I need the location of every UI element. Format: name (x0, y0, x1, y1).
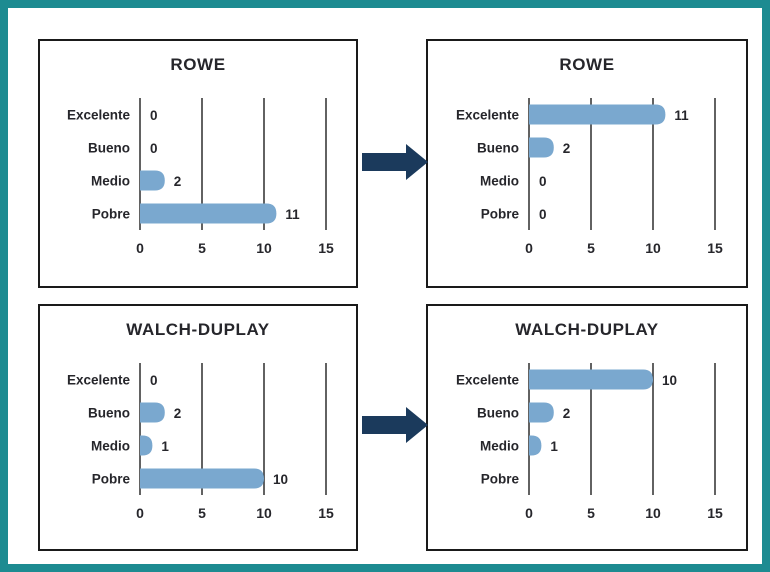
right-block-arrow-shape (362, 407, 428, 443)
chart-box-rowe-after: ROWE 0 5 10 15 Excelente 11 Bueno 2 Medio 0 Pobre 0 (426, 39, 748, 288)
svg-text:15: 15 (318, 505, 334, 521)
svg-text:Pobre: Pobre (92, 207, 131, 222)
svg-text:0: 0 (525, 505, 533, 521)
svg-text:10: 10 (273, 472, 288, 487)
svg-text:0: 0 (136, 240, 144, 256)
svg-text:15: 15 (707, 240, 723, 256)
svg-text:0: 0 (539, 207, 547, 222)
svg-text:15: 15 (707, 505, 723, 521)
bar-chart: 0 5 10 15 Excelente 0 Bueno 2 Medio 1 Pobre 10 (67, 363, 334, 521)
svg-text:10: 10 (662, 373, 677, 388)
bar-chart: 0 5 10 15 Excelente 10 Bueno 2 Medio 1 Pobre (456, 363, 723, 521)
svg-text:0: 0 (136, 505, 144, 521)
svg-text:10: 10 (256, 505, 272, 521)
svg-text:11: 11 (285, 207, 300, 222)
svg-text:10: 10 (256, 240, 272, 256)
svg-text:0: 0 (150, 108, 158, 123)
svg-text:Excelente: Excelente (67, 108, 131, 123)
svg-text:1: 1 (161, 439, 169, 454)
svg-text:Bueno: Bueno (88, 141, 130, 156)
svg-text:Excelente: Excelente (456, 108, 520, 123)
svg-text:Medio: Medio (91, 174, 130, 189)
chart-box-walch-duplay-before: WALCH-DUPLAY 0 5 10 15 Excelente 0 Bueno 2 Medio… (38, 304, 358, 551)
svg-text:2: 2 (563, 406, 571, 421)
svg-text:5: 5 (587, 505, 595, 521)
svg-text:Pobre: Pobre (481, 207, 520, 222)
right-block-arrow-icon (362, 407, 428, 443)
svg-text:Bueno: Bueno (477, 141, 519, 156)
bar-chart: 0 5 10 15 Excelente 11 Bueno 2 Medio 0 Pobre 0 (456, 98, 723, 256)
svg-text:5: 5 (587, 240, 595, 256)
svg-text:Bueno: Bueno (477, 406, 519, 421)
right-block-arrow-shape (362, 144, 428, 180)
svg-text:2: 2 (174, 174, 182, 189)
chart-title: WALCH-DUPLAY (515, 320, 659, 339)
svg-text:Excelente: Excelente (456, 373, 520, 388)
svg-text:0: 0 (525, 240, 533, 256)
svg-text:0: 0 (150, 373, 158, 388)
svg-text:15: 15 (318, 240, 334, 256)
chart-title: WALCH-DUPLAY (126, 320, 270, 339)
svg-text:0: 0 (539, 174, 547, 189)
svg-text:Pobre: Pobre (481, 472, 520, 487)
chart-title: ROWE (170, 55, 226, 74)
svg-text:Medio: Medio (91, 439, 130, 454)
svg-text:5: 5 (198, 240, 206, 256)
svg-text:5: 5 (198, 505, 206, 521)
svg-text:0: 0 (150, 141, 158, 156)
svg-text:10: 10 (645, 505, 661, 521)
svg-text:Medio: Medio (480, 439, 519, 454)
chart-title: ROWE (559, 55, 615, 74)
svg-text:2: 2 (563, 141, 571, 156)
chart-box-rowe-before: ROWE 0 5 10 15 Excelente 0 Bueno 0 Medio 2 Pobre 11 (38, 39, 358, 288)
svg-text:Pobre: Pobre (92, 472, 131, 487)
svg-text:Bueno: Bueno (88, 406, 130, 421)
svg-text:Excelente: Excelente (67, 373, 131, 388)
chart-box-walch-duplay-after: WALCH-DUPLAY 0 5 10 15 Excelente 10 Bueno 2 Medi… (426, 304, 748, 551)
svg-text:11: 11 (674, 108, 689, 123)
svg-text:10: 10 (645, 240, 661, 256)
svg-text:Medio: Medio (480, 174, 519, 189)
right-block-arrow-icon (362, 144, 428, 180)
svg-text:2: 2 (174, 406, 182, 421)
bar-chart: 0 5 10 15 Excelente 0 Bueno 0 Medio 2 Pobre 11 (67, 98, 334, 256)
svg-text:1: 1 (550, 439, 558, 454)
